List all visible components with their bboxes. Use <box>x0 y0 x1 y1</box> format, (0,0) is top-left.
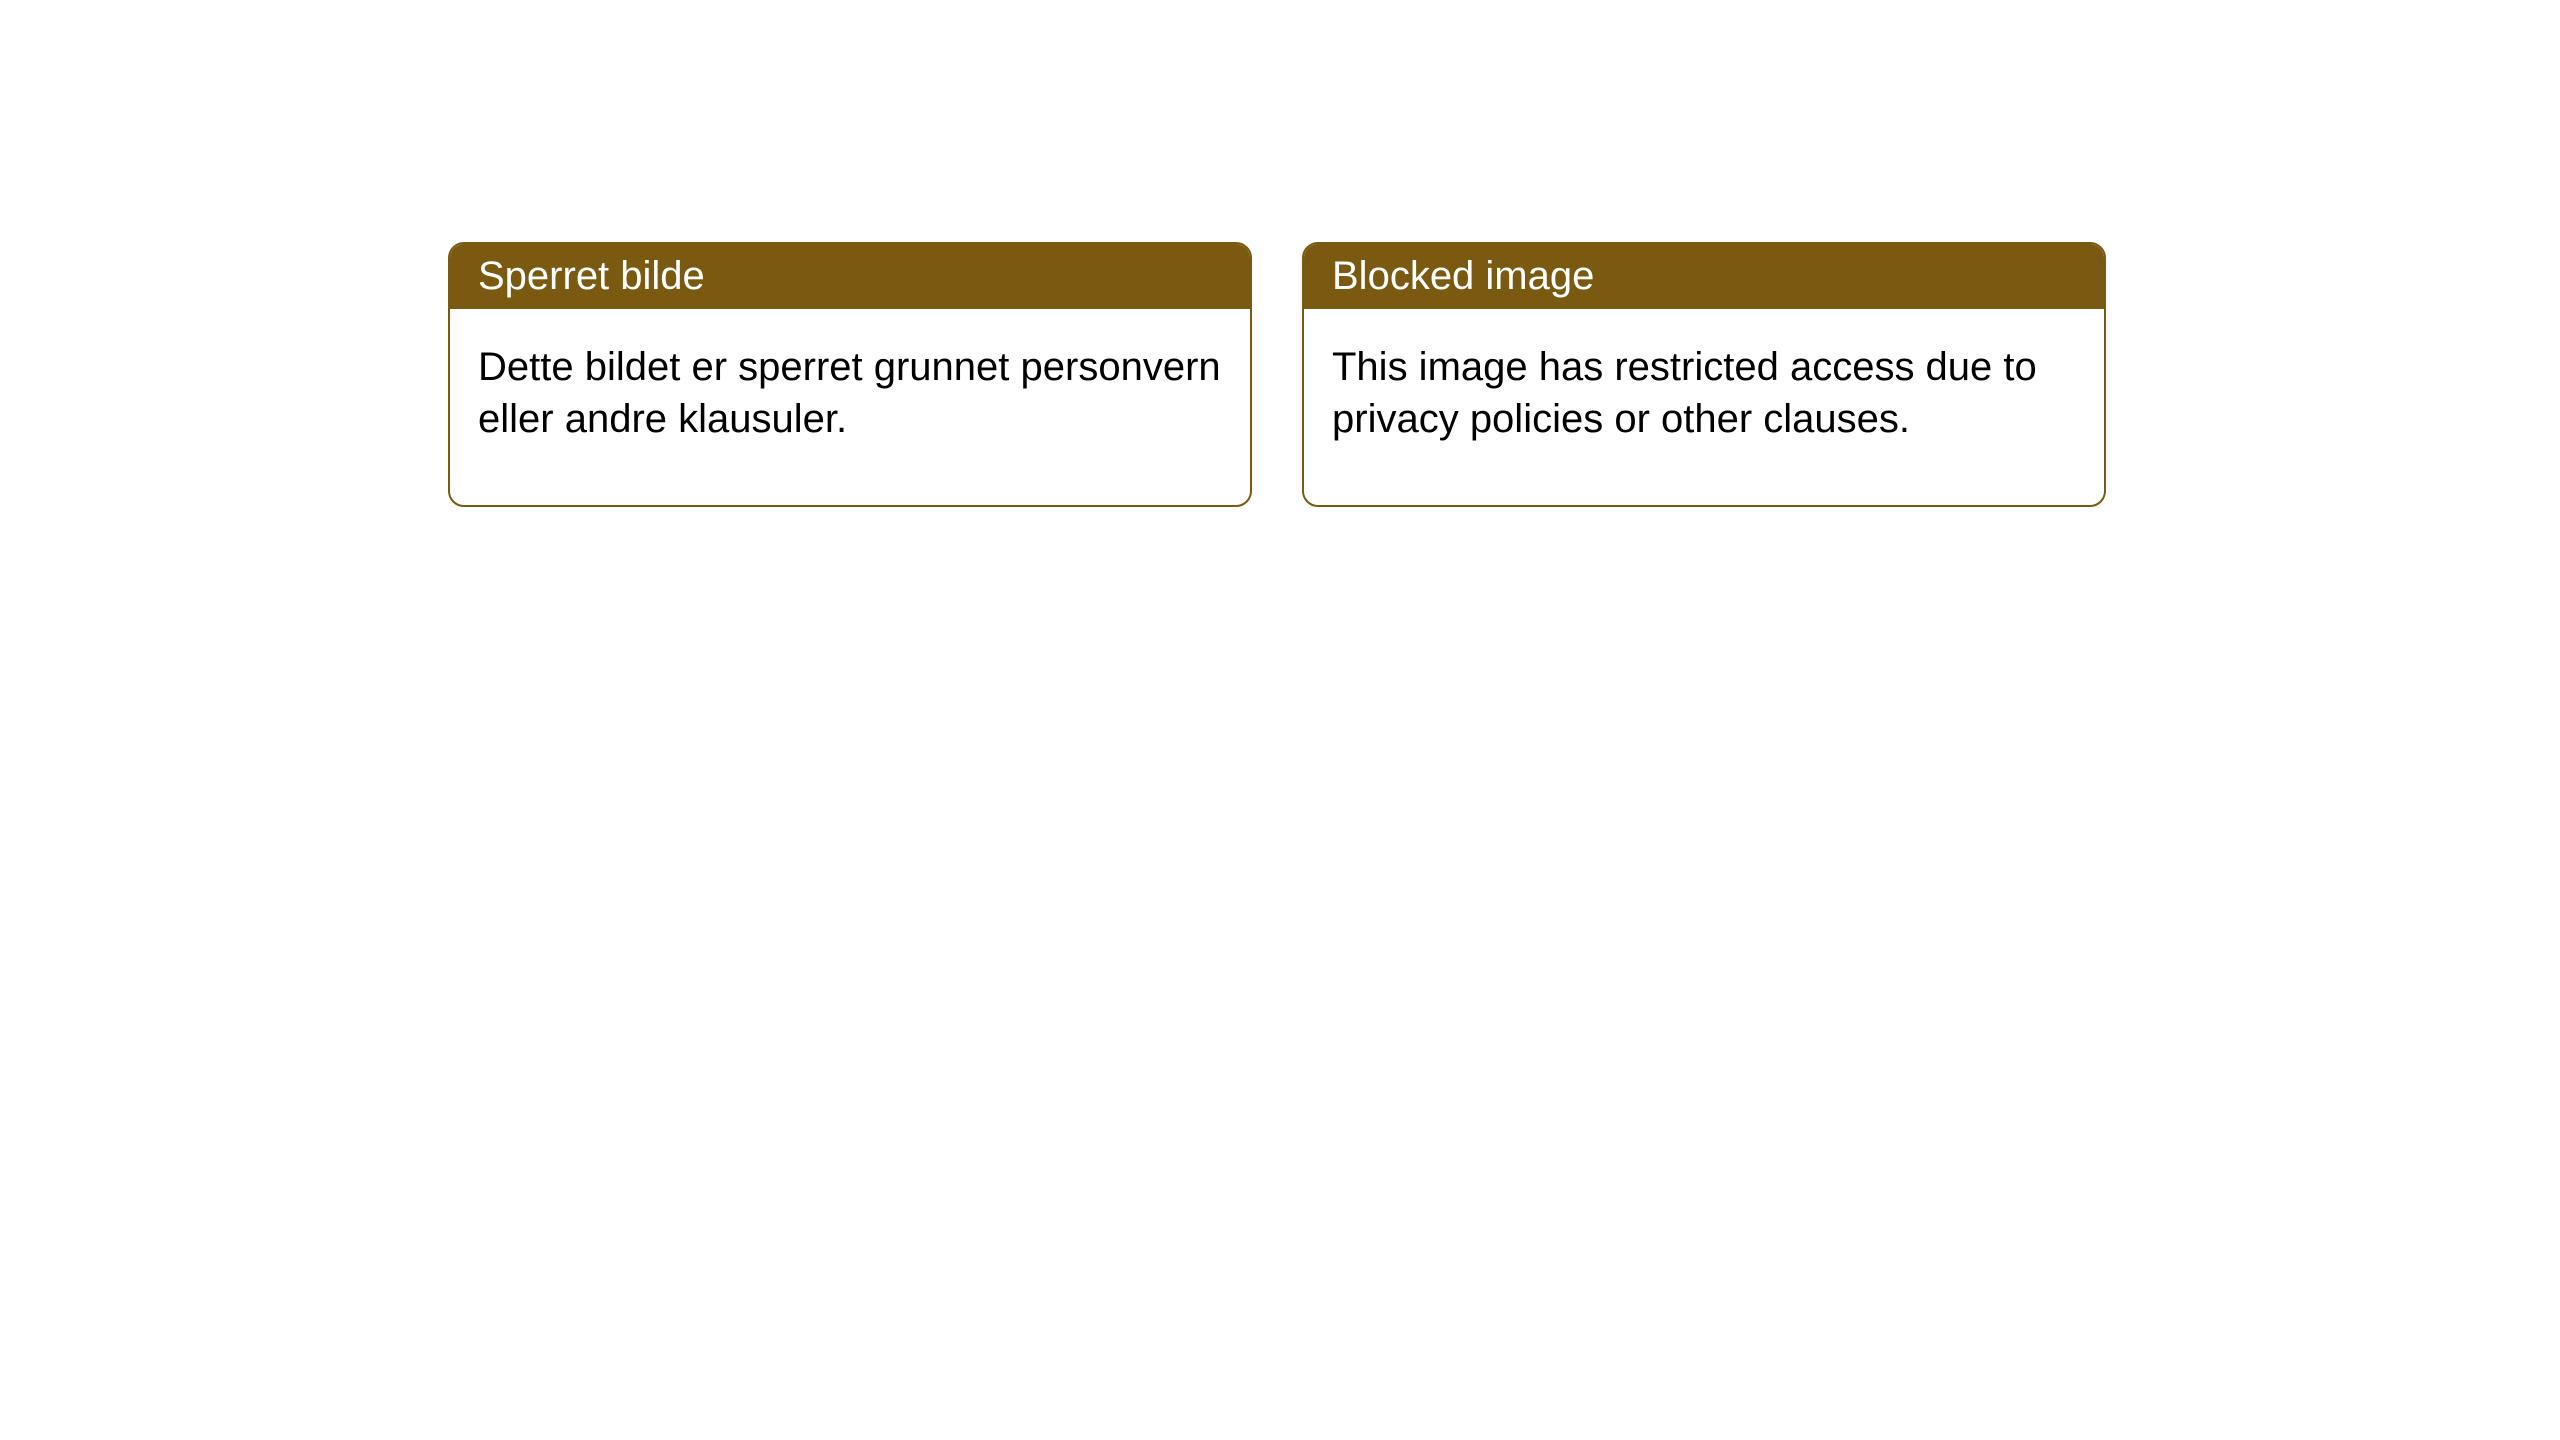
notice-body: Dette bildet er sperret grunnet personve… <box>450 309 1250 505</box>
notice-title: Blocked image <box>1332 254 1594 298</box>
notice-title: Sperret bilde <box>478 254 705 298</box>
notice-card-english: Blocked image This image has restricted … <box>1302 242 2106 507</box>
notice-container: Sperret bilde Dette bildet er sperret gr… <box>448 242 2106 507</box>
notice-card-norwegian: Sperret bilde Dette bildet er sperret gr… <box>448 242 1252 507</box>
notice-message: This image has restricted access due to … <box>1332 345 2037 441</box>
notice-header: Blocked image <box>1304 244 2104 309</box>
notice-header: Sperret bilde <box>450 244 1250 309</box>
notice-body: This image has restricted access due to … <box>1304 309 2104 505</box>
notice-message: Dette bildet er sperret grunnet personve… <box>478 345 1221 441</box>
